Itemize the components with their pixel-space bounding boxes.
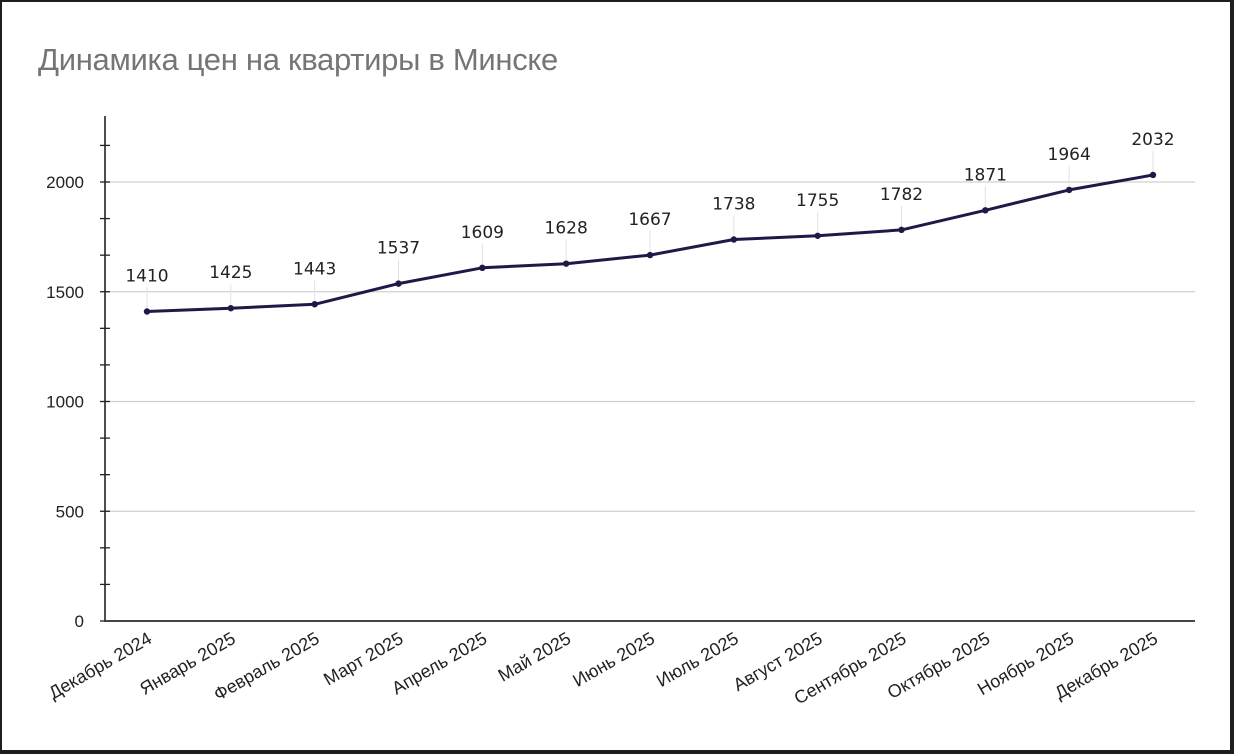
data-label: 1537	[377, 239, 420, 259]
x-tick-label: Май 2025	[495, 628, 575, 685]
data-label: 1782	[880, 185, 923, 205]
y-tick-label: 0	[75, 612, 84, 631]
data-point	[227, 305, 235, 312]
data-label: 1667	[628, 210, 671, 230]
data-label: 1964	[1048, 145, 1091, 165]
data-point	[479, 264, 486, 272]
data-label: 1755	[796, 191, 839, 211]
data-label: 1410	[125, 267, 168, 287]
chart-title: Динамика цен на квартиры в Минске	[38, 42, 558, 77]
data-point	[646, 251, 654, 259]
price-series	[143, 171, 1157, 315]
data-label: 1628	[545, 219, 588, 239]
data-label: 1738	[712, 195, 755, 215]
data-point	[311, 301, 318, 308]
data-point	[982, 207, 989, 214]
data-point	[814, 232, 821, 239]
x-tick-label: Июль 2025	[653, 628, 742, 691]
x-tick-label: Июнь 2025	[569, 628, 658, 691]
y-tick-label: 2000	[46, 173, 84, 192]
data-point	[395, 280, 402, 287]
data-label: 2032	[1131, 130, 1174, 150]
data-point	[730, 236, 738, 243]
gridlines	[105, 181, 1195, 512]
data-label: 1425	[209, 263, 252, 283]
data-label-leaders	[146, 150, 1154, 312]
data-point	[1149, 171, 1157, 179]
data-labels: 1410 1425 1443 1537 1609 1628 1667 1738 1755 1782…	[125, 130, 1174, 287]
y-tick-label: 500	[56, 502, 84, 521]
data-label: 1871	[964, 165, 1007, 185]
data-label: 1609	[461, 223, 504, 243]
data-label: 1443	[293, 259, 336, 279]
x-tick-label: Декабрь 2024	[45, 628, 155, 703]
x-tick-label: Апрель 2025	[388, 628, 490, 698]
data-point	[143, 308, 151, 315]
y-axis: 0 500 1000 1500 2000	[46, 116, 110, 631]
data-point	[562, 260, 570, 267]
data-point	[1065, 186, 1073, 194]
data-point	[898, 226, 905, 234]
y-tick-label: 1500	[46, 283, 84, 302]
y-tick-label: 1000	[46, 393, 84, 412]
